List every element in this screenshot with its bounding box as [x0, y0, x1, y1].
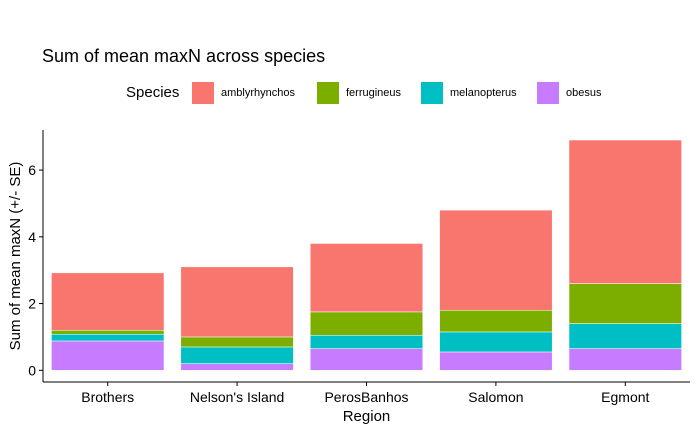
chart-title: Sum of mean maxN across species [42, 46, 326, 66]
bar-obesus-0 [51, 340, 165, 371]
legend-key-melanopterus [421, 82, 443, 104]
bar-ferrugineus-1 [180, 336, 294, 348]
legend-key-obesus [537, 82, 559, 104]
legend-key-amblyrhynchos [192, 82, 214, 104]
y-tick-label: 6 [28, 162, 36, 178]
bar-ferrugineus-4 [568, 283, 682, 324]
bar-amblyrhynchos-0 [51, 272, 165, 331]
x-tick-label: Brothers [81, 389, 134, 405]
bar-obesus-4 [568, 348, 682, 371]
bar-amblyrhynchos-1 [180, 266, 294, 338]
x-axis-title: Region [343, 408, 391, 425]
y-tick-label: 4 [28, 229, 36, 245]
bar-ferrugineus-2 [309, 311, 424, 336]
bar-ferrugineus-0 [51, 330, 165, 335]
bar-obesus-1 [180, 363, 294, 371]
bars-layer [51, 139, 682, 371]
bar-obesus-3 [439, 351, 553, 371]
legend-label-melanopterus: melanopterus [450, 87, 517, 99]
x-ticks: Brothers Nelson's Island PerosBanhos Salomo… [81, 382, 650, 405]
legend-label-amblyrhynchos: amblyrhynchos [221, 87, 295, 99]
y-axis-title: Sum of mean maxN (+/- SE) [7, 162, 24, 351]
bar-melanopterus-0 [51, 334, 165, 342]
x-tick-label: PerosBanhos [324, 389, 408, 405]
bar-amblyrhynchos-3 [439, 209, 553, 311]
legend-title: Species [126, 84, 180, 101]
bar-melanopterus-4 [568, 323, 682, 349]
legend-label-obesus: obesus [566, 87, 602, 99]
x-tick-label: Nelson's Island [190, 389, 285, 405]
bar-melanopterus-3 [439, 331, 553, 353]
bar-melanopterus-2 [309, 335, 424, 349]
y-tick-label: 2 [28, 296, 36, 312]
bar-amblyrhynchos-4 [568, 139, 682, 284]
bar-amblyrhynchos-2 [309, 243, 424, 313]
bar-obesus-2 [309, 348, 424, 371]
bar-ferrugineus-3 [439, 309, 553, 333]
y-ticks: 0 2 4 6 [28, 162, 43, 378]
bar-melanopterus-1 [180, 346, 294, 364]
legend-key-ferrugineus [317, 82, 339, 104]
x-tick-label: Egmont [601, 389, 649, 405]
legend-label-ferrugineus: ferrugineus [346, 87, 402, 99]
y-tick-label: 0 [28, 362, 36, 378]
x-tick-label: Salomon [468, 389, 523, 405]
